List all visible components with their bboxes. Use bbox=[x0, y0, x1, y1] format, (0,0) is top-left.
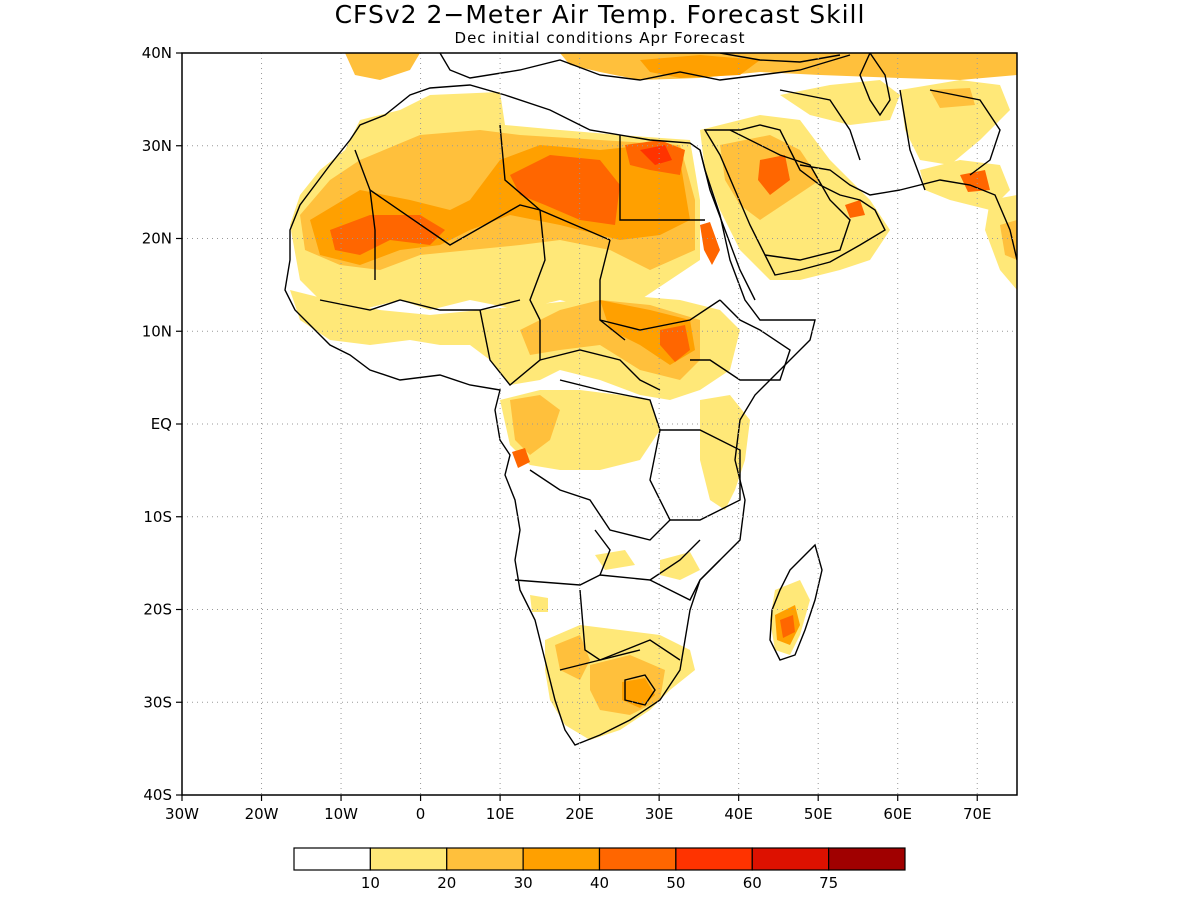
lat-tick-label: 40S bbox=[143, 786, 172, 804]
colorbar-label: 40 bbox=[590, 874, 609, 892]
border-iran-afghan bbox=[899, 89, 926, 191]
shading-oman-50 bbox=[845, 200, 865, 218]
colorbar-label: 10 bbox=[361, 874, 380, 892]
lon-tick-label: 20W bbox=[245, 805, 279, 823]
shading-congo-30 bbox=[510, 395, 560, 455]
shading-mozambique bbox=[660, 552, 700, 580]
colorbar-swatch bbox=[522, 847, 601, 871]
colorbar-swatch bbox=[369, 847, 448, 871]
shading-nubia-50 bbox=[700, 222, 720, 265]
border-car bbox=[539, 349, 661, 391]
shading-iberia bbox=[345, 53, 420, 80]
colorbar-label: 60 bbox=[743, 874, 762, 892]
country-outline-layer bbox=[284, 53, 1017, 746]
shading-india bbox=[985, 195, 1017, 290]
map-subtitle: Dec initial conditions Apr Forecast bbox=[454, 29, 746, 47]
skill-shading-layer bbox=[290, 53, 1017, 740]
shading-india-30 bbox=[1000, 220, 1017, 260]
map-title: CFSv2 2−Meter Air Temp. Forecast Skill bbox=[334, 0, 866, 29]
shading-lesotho-40 bbox=[622, 678, 655, 708]
border-zambia bbox=[599, 539, 701, 581]
border-libya-algeria bbox=[499, 124, 611, 241]
shading-mediterranean-north bbox=[560, 53, 1017, 80]
border-nigeria bbox=[479, 309, 541, 386]
caspian bbox=[859, 53, 891, 117]
red-sea-west bbox=[699, 149, 756, 301]
arabia-coastline bbox=[703, 124, 886, 276]
colorbar-label: 75 bbox=[819, 874, 838, 892]
border-namibia-botswana bbox=[579, 589, 641, 661]
color-legend: 10 20 30 40 50 60 75 bbox=[293, 847, 906, 892]
lat-tick-label: 10S bbox=[143, 508, 172, 526]
shading-levant bbox=[780, 80, 900, 125]
lon-tick-label: 50E bbox=[804, 805, 833, 823]
border-sudan-ss bbox=[599, 299, 721, 331]
border-saudi bbox=[729, 129, 851, 261]
lon-tick-label: 40E bbox=[724, 805, 753, 823]
border-tanzania bbox=[660, 429, 741, 521]
colorbar-swatch bbox=[598, 847, 677, 871]
colorbar-label: 20 bbox=[437, 874, 456, 892]
shading-iran-30 bbox=[930, 88, 975, 108]
border-south-africa bbox=[559, 639, 681, 671]
lon-tick-label: 30W bbox=[165, 805, 199, 823]
shading-iran bbox=[900, 80, 1010, 165]
lat-lon-grid bbox=[182, 53, 1017, 795]
lat-tick-label: 30S bbox=[143, 693, 172, 711]
border-iraq-iran bbox=[779, 89, 861, 161]
shading-egypt-60 bbox=[640, 145, 672, 165]
lon-tick-label: 70E bbox=[963, 805, 992, 823]
lat-tick-label: EQ bbox=[151, 415, 172, 433]
shading-namibia bbox=[530, 595, 548, 612]
shading-gabon-50 bbox=[512, 448, 530, 468]
colorbar-label: 50 bbox=[666, 874, 685, 892]
persian-gulf bbox=[799, 164, 901, 196]
lat-tick-label: 20S bbox=[143, 601, 172, 619]
lat-tick-label: 20N bbox=[142, 230, 172, 248]
border-libya-egypt bbox=[619, 135, 705, 221]
shading-south-sudan-50 bbox=[660, 325, 690, 362]
shading-libya-50 bbox=[510, 155, 620, 225]
colorbar-label: 30 bbox=[514, 874, 533, 892]
longitude-labels: 30W 20W 10W 0 10E 20E 30E 40E 50E 60E 70E bbox=[165, 795, 992, 823]
colorbar-swatch bbox=[446, 847, 524, 871]
shading-balkans-40 bbox=[640, 55, 760, 78]
lon-tick-label: 20E bbox=[565, 805, 594, 823]
border-afghan-pak bbox=[929, 89, 1001, 176]
border-mali-algeria bbox=[369, 189, 541, 246]
border-chad-sudan bbox=[599, 239, 626, 341]
border-niger-chad bbox=[529, 209, 546, 321]
lon-tick-label: 30E bbox=[645, 805, 674, 823]
iran-coast bbox=[899, 179, 1017, 261]
colorbar-swatch bbox=[751, 847, 830, 871]
lat-tick-label: 10N bbox=[142, 322, 172, 340]
border-angola bbox=[514, 529, 611, 586]
lon-tick-label: 60E bbox=[883, 805, 912, 823]
colorbar-swatch bbox=[675, 847, 753, 871]
med-north-coast bbox=[439, 53, 851, 81]
madagascar-coastline bbox=[769, 543, 823, 661]
lat-tick-label: 30N bbox=[142, 137, 172, 155]
lon-tick-label: 10W bbox=[324, 805, 358, 823]
shading-pakistan-50 bbox=[960, 170, 990, 192]
shading-arabia-50 bbox=[758, 155, 790, 195]
shading-angola bbox=[595, 550, 635, 570]
latitude-labels: 40N 30N 20N 10N EQ 10S 20S 30S 40S bbox=[142, 44, 182, 804]
lon-tick-label: 10E bbox=[486, 805, 515, 823]
shading-madagascar-50 bbox=[780, 615, 795, 638]
colorbar-swatch bbox=[293, 847, 371, 871]
shading-sahara-50 bbox=[330, 215, 445, 255]
africa-coastline bbox=[284, 84, 816, 746]
lon-tick-label: 0 bbox=[416, 805, 426, 823]
border-ethiopia bbox=[690, 299, 791, 381]
border-lesotho bbox=[624, 674, 656, 706]
border-mozambique bbox=[649, 559, 721, 601]
border-sahara-west bbox=[354, 149, 376, 280]
border-west-africa bbox=[319, 299, 521, 311]
black-sea bbox=[719, 53, 841, 63]
colorbar-swatch bbox=[828, 847, 906, 871]
lat-tick-label: 40N bbox=[142, 44, 172, 62]
